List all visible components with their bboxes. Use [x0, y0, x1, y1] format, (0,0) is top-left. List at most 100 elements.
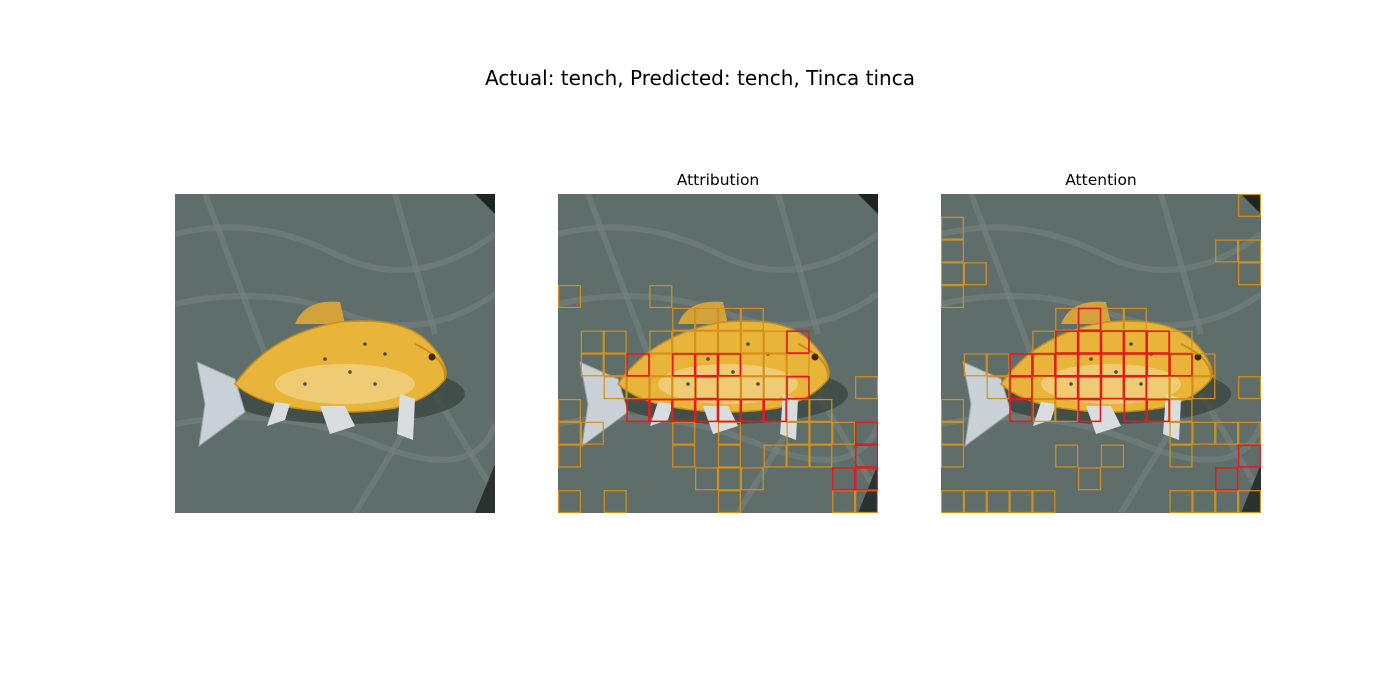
attention-high-patch [1123, 330, 1148, 354]
tarp-fold [558, 291, 878, 329]
attribution-high-patch [626, 353, 650, 377]
attention-high-patch [1123, 375, 1148, 400]
attention-image [941, 194, 1261, 513]
fish-eye [811, 353, 819, 361]
attention-high-patch [1009, 353, 1033, 377]
attention-high-patch [1146, 330, 1170, 354]
attribution-image [558, 194, 878, 513]
attribution-low-patch [649, 376, 673, 400]
attribution-low-patch [672, 307, 696, 331]
attention-high-patch [1100, 353, 1125, 377]
attention-high-patch [1077, 330, 1102, 354]
attention-low-patch [1032, 330, 1056, 354]
attention-high-patch [1146, 353, 1170, 377]
attention-low-patch [941, 239, 964, 263]
pelvic-fin [1086, 406, 1121, 434]
attribution-low-patch [580, 353, 604, 377]
attribution-high-patch [671, 353, 696, 377]
attribution-high-patch [626, 398, 650, 423]
attention-low-patch [941, 398, 964, 422]
attention-low-patch [1169, 490, 1193, 513]
attention-low-patch [1238, 490, 1261, 513]
gill-line [797, 343, 830, 380]
tarp-shadow [1241, 194, 1261, 214]
attention-high-patch [1077, 307, 1102, 332]
attribution-low-patch [740, 467, 764, 491]
tarp-shadow [475, 194, 495, 214]
attention-patch-overlay [941, 194, 1261, 513]
attribution-high-patch [831, 467, 856, 491]
attention-high-patch [1123, 398, 1148, 423]
attention-low-patch [1238, 262, 1261, 286]
tarp-fold [775, 194, 821, 335]
attention-panel: Attention [941, 171, 1261, 513]
attribution-low-patch [855, 376, 878, 400]
attribution-high-patch [740, 398, 765, 423]
attention-high-patch [1100, 375, 1125, 400]
attribution-low-patch [672, 376, 696, 400]
tarp-fold [585, 194, 651, 356]
attribution-patch-overlay [558, 285, 878, 513]
attention-high-patch [1237, 444, 1261, 468]
attention-low-patch [1192, 376, 1216, 400]
attention-low-patch [941, 444, 964, 468]
attribution-low-patch [672, 421, 696, 445]
pelvic-fin [703, 406, 738, 434]
fish-spot [303, 382, 307, 386]
attention-low-patch [1192, 421, 1216, 445]
attention-high-patch [1009, 398, 1033, 423]
attention-high-patch [1077, 353, 1102, 377]
attribution-low-patch [809, 421, 833, 445]
fish-spot [373, 382, 377, 386]
attribution-low-patch [603, 376, 627, 400]
attribution-high-patch [649, 398, 673, 423]
fish-eye [1194, 353, 1202, 361]
attribution-low-patch [763, 353, 787, 377]
tarp-fold [941, 224, 1261, 273]
attention-low-patch [1238, 376, 1261, 400]
attention-low-patch [1169, 398, 1193, 422]
tarp-fold [941, 291, 1261, 329]
attribution-low-patch [580, 330, 604, 354]
attribution-low-patch [717, 376, 741, 400]
attribution-low-patch [695, 330, 719, 354]
attribution-low-patch [717, 330, 741, 354]
dorsal-fin [1061, 301, 1111, 324]
tarp-fold [1158, 194, 1204, 335]
attribution-low-patch [786, 421, 810, 445]
attention-low-patch [1146, 376, 1170, 400]
tarp-fold [968, 194, 1034, 356]
attention-low-patch [963, 262, 987, 286]
attribution-low-patch [717, 467, 741, 491]
attribution-high-patch [717, 398, 742, 423]
tarp-shadow [858, 464, 878, 513]
attribution-high-patch [854, 467, 878, 491]
attention-low-patch [1078, 467, 1102, 491]
attribution-high-patch [763, 398, 787, 423]
attribution-low-patch [603, 330, 627, 354]
attention-high-patch [1077, 398, 1102, 423]
attribution-high-patch [694, 375, 719, 400]
attention-low-patch [1215, 490, 1239, 513]
attribution-low-patch [717, 444, 741, 468]
fish-spot [323, 357, 327, 361]
attention-low-patch [941, 285, 964, 309]
fish-spot [363, 342, 367, 346]
attention-low-patch [1055, 307, 1079, 331]
attention-low-patch [1169, 444, 1193, 468]
attention-low-patch [941, 490, 964, 513]
tarp-shadow [475, 464, 495, 513]
attention-low-patch [1238, 239, 1261, 263]
anal-fin [1033, 402, 1056, 426]
attribution-high-patch [854, 421, 878, 445]
attribution-low-patch [786, 398, 810, 422]
attribution-low-patch [558, 444, 581, 468]
attention-high-patch [1146, 398, 1170, 423]
fish-spot [731, 370, 735, 374]
attention-low-patch [1055, 444, 1079, 468]
figure-suptitle: Actual: tench, Predicted: tench, Tinca t… [485, 66, 915, 90]
attention-low-patch [1055, 398, 1079, 422]
attribution-low-patch [740, 376, 764, 400]
attention-low-patch [1215, 421, 1239, 445]
attribution-low-patch [809, 398, 833, 422]
